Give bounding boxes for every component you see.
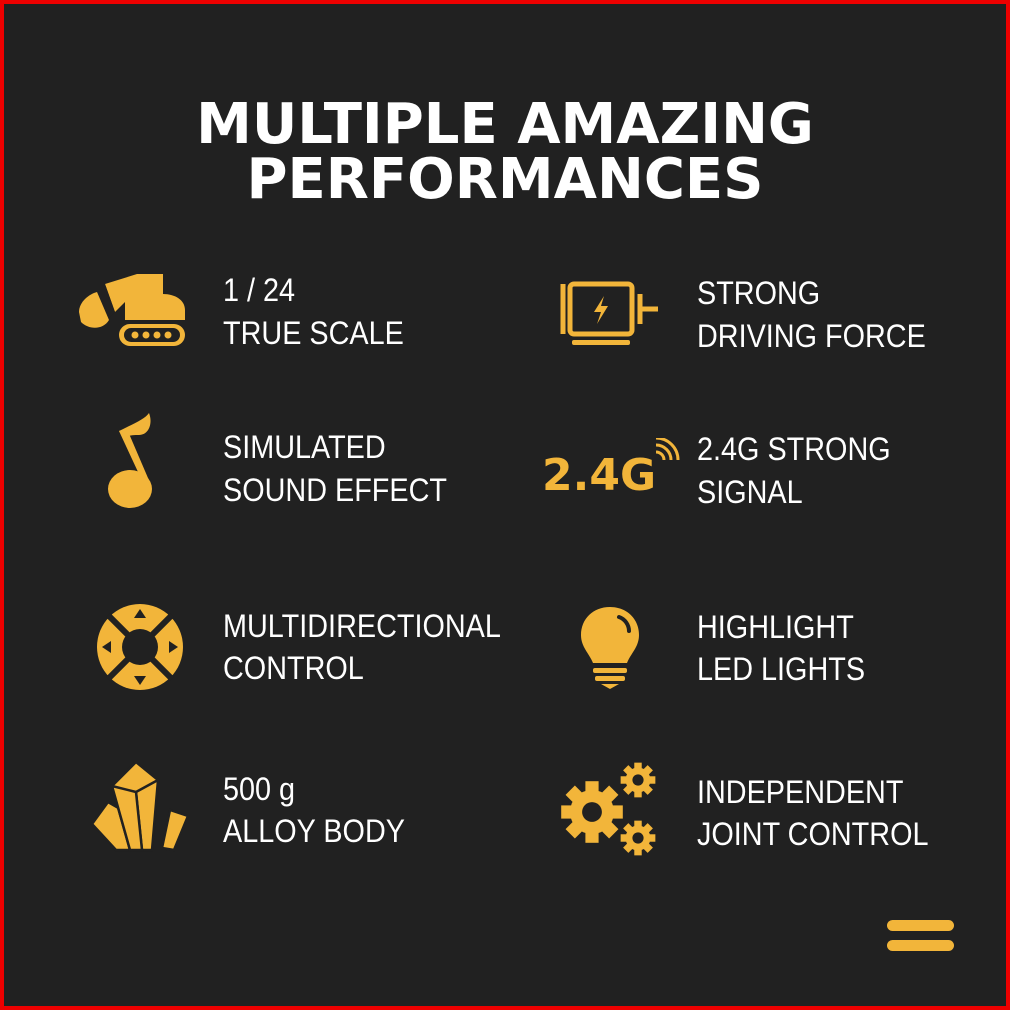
feature-driving-force-line-2: DRIVING FORCE	[697, 318, 926, 354]
feature-true-scale-line-1: 1 / 24	[223, 272, 296, 308]
feature-control-line-2: CONTROL	[223, 650, 364, 686]
feature-led-lights-line-1: HIGHLIGHT	[697, 609, 854, 645]
feature-true-scale-line-2: TRUE SCALE	[223, 315, 404, 351]
motor-icon	[560, 281, 658, 345]
decorative-bar-top	[887, 920, 954, 931]
signal-2-4g-icon: 2.4G	[540, 438, 680, 508]
direction-pad-icon	[97, 604, 183, 690]
feature-alloy-body-line-2: ALLOY BODY	[223, 813, 405, 849]
page-title-line-2: PERFORMANCES	[246, 147, 764, 212]
feature-led-lights-line-2: LED LIGHTS	[697, 651, 866, 687]
excavator-icon	[79, 274, 185, 346]
feature-control-line-1: MULTIDIRECTIONAL	[223, 608, 501, 644]
crystal-icon	[90, 762, 190, 852]
page-title-line-1: MULTIPLE AMAZING	[196, 92, 814, 157]
gears-icon	[561, 762, 656, 856]
wifi-waves-icon	[655, 438, 680, 461]
feature-sound-effect-line-1: SIMULATED	[223, 429, 386, 465]
feature-sound-effect-line-2: SOUND EFFECT	[223, 472, 448, 508]
light-bulb-icon	[581, 607, 639, 689]
feature-signal-line-2: SIGNAL	[697, 474, 803, 510]
feature-alloy-body-line-1: 500 g	[223, 771, 296, 807]
music-note-icon	[108, 413, 152, 508]
signal-2-4g-label: 2.4G	[542, 450, 657, 501]
feature-joint-control-line-1: INDEPENDENT	[697, 774, 904, 810]
feature-driving-force-line-1: STRONG	[697, 275, 821, 311]
feature-signal-line-1: 2.4G STRONG	[697, 431, 891, 467]
decorative-bar-bottom	[887, 940, 954, 951]
feature-joint-control-line-2: JOINT CONTROL	[697, 816, 929, 852]
